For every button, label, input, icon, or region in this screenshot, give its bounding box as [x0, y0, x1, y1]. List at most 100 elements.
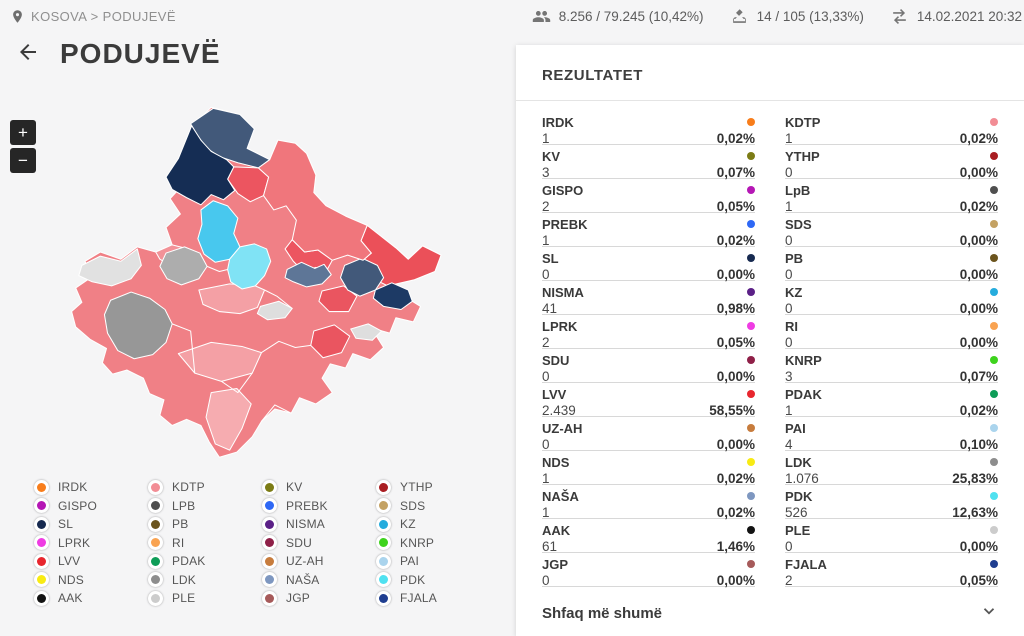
result-row[interactable]: JGP 0 0,00%: [542, 553, 755, 588]
legend-item: KDTP: [148, 478, 262, 497]
party-votes: 0: [542, 573, 550, 588]
map-region-selected-podujeve[interactable]: [257, 139, 372, 261]
party-color-dot: [379, 575, 388, 585]
party-color-dot: [747, 390, 755, 398]
party-color-dot: [990, 458, 998, 466]
party-color-dot: [151, 593, 160, 603]
legend-label: NISMA: [286, 517, 326, 532]
party-color-dot: [747, 152, 755, 160]
legend-label: PDK: [400, 572, 426, 587]
legend-label: YTHP: [400, 480, 433, 495]
result-row[interactable]: LDK 1.076 25,83%: [785, 451, 998, 486]
party-color-dot: [747, 356, 755, 364]
result-row[interactable]: NDS 1 0,02%: [542, 451, 755, 486]
result-row[interactable]: PAI 4 0,10%: [785, 417, 998, 452]
result-row[interactable]: LpB 1 0,02%: [785, 179, 998, 214]
result-row[interactable]: NAŠA 1 0,02%: [542, 485, 755, 520]
result-row[interactable]: LVV 2.439 58,55%: [542, 383, 755, 418]
results-title: REZULTATET: [542, 67, 643, 84]
back-button[interactable]: [14, 40, 42, 68]
map-region[interactable]: [318, 285, 358, 313]
party-name: SL: [542, 250, 559, 266]
result-row[interactable]: UZ-AH 0 0,00%: [542, 417, 755, 452]
legend-dot-chip: [34, 498, 49, 514]
result-row[interactable]: PREBK 1 0,02%: [542, 213, 755, 248]
party-color-dot: [37, 538, 46, 548]
party-color-dot: [990, 152, 998, 160]
result-row[interactable]: KV 3 0,07%: [542, 145, 755, 180]
legend-item: PDK: [376, 571, 490, 590]
party-color-dot: [747, 492, 755, 500]
result-row[interactable]: PLE 0 0,00%: [785, 519, 998, 554]
legend-dot-chip: [376, 590, 391, 606]
map-region[interactable]: [350, 323, 383, 341]
legend-label: SL: [58, 517, 74, 532]
map-region[interactable]: [372, 282, 413, 311]
party-color-dot: [265, 482, 274, 492]
result-row[interactable]: SDU 0 0,00%: [542, 349, 755, 384]
result-row[interactable]: FJALA 2 0,05%: [785, 553, 998, 588]
result-row[interactable]: RI 0 0,00%: [785, 315, 998, 350]
result-row[interactable]: PB 0 0,00%: [785, 247, 998, 282]
legend-item: GISPO: [34, 497, 148, 516]
party-votes: 1: [785, 199, 793, 214]
breadcrumb[interactable]: KOSOVA > PODUJEVË: [0, 9, 176, 24]
legend-dot-chip: [262, 479, 277, 495]
map-zoom-controls: + −: [10, 120, 36, 176]
party-votes: 526: [785, 505, 808, 520]
result-row[interactable]: IRDK 1 0,02%: [542, 111, 755, 146]
ballots-stat-text: 14 / 105 (13,33%): [756, 8, 864, 24]
map-region[interactable]: [227, 243, 272, 290]
legend-label: RI: [172, 535, 185, 550]
legend-item: JGP: [262, 589, 376, 608]
result-row[interactable]: SDS 0 0,00%: [785, 213, 998, 248]
show-more-button[interactable]: Shfaq më shumë: [516, 587, 1024, 636]
party-percent: 0,00%: [959, 267, 998, 282]
map-region[interactable]: [256, 300, 293, 321]
result-row[interactable]: LPRK 2 0,05%: [542, 315, 755, 350]
back-arrow-icon: [16, 40, 40, 69]
result-row[interactable]: KDTP 1 0,02%: [785, 111, 998, 146]
legend-item: KV: [262, 478, 376, 497]
party-percent: 0,05%: [716, 335, 755, 350]
party-color-dot: [990, 254, 998, 262]
legend-dot-chip: [376, 572, 391, 588]
party-votes: 1: [542, 131, 550, 146]
party-percent: 0,00%: [959, 301, 998, 316]
result-row[interactable]: PDK 526 12,63%: [785, 485, 998, 520]
map-region[interactable]: [159, 246, 208, 286]
chevron-down-icon: [980, 602, 998, 625]
legend-item: SDU: [262, 534, 376, 553]
legend-dot-chip: [148, 479, 163, 495]
map-region[interactable]: [103, 291, 173, 360]
voters-stat: 8.256 / 79.245 (10,42%): [532, 7, 704, 26]
results-panel-header: REZULTATET: [516, 45, 1024, 101]
result-row[interactable]: AAK 61 1,46%: [542, 519, 755, 554]
map-region[interactable]: [165, 125, 236, 206]
party-color-dot: [151, 556, 160, 566]
map-region[interactable]: [177, 341, 262, 382]
map-region[interactable]: [78, 248, 142, 287]
legend-item: LPB: [148, 497, 262, 516]
party-votes: 2: [542, 199, 550, 214]
sync-arrows-icon: [890, 7, 909, 26]
result-row[interactable]: NISMA 41 0,98%: [542, 281, 755, 316]
party-name: LpB: [785, 182, 811, 198]
result-row[interactable]: GISPO 2 0,05%: [542, 179, 755, 214]
legend-item: PDAK: [148, 552, 262, 571]
zoom-in-button[interactable]: +: [10, 120, 36, 145]
party-percent: 0,02%: [716, 233, 755, 248]
legend-label: KNRP: [400, 535, 435, 550]
party-name: RI: [785, 318, 798, 334]
legend-item: PAI: [376, 552, 490, 571]
zoom-out-button[interactable]: −: [10, 148, 36, 173]
result-row[interactable]: PDAK 1 0,02%: [785, 383, 998, 418]
result-row[interactable]: KNRP 3 0,07%: [785, 349, 998, 384]
map-region[interactable]: [284, 261, 332, 288]
party-color-dot: [151, 501, 160, 511]
result-row[interactable]: YTHP 0 0,00%: [785, 145, 998, 180]
result-row[interactable]: SL 0 0,00%: [542, 247, 755, 282]
result-row[interactable]: KZ 0 0,00%: [785, 281, 998, 316]
party-percent: 0,00%: [716, 573, 755, 588]
legend-column-1: IRDK GISPO SL LPRK LVV: [34, 478, 148, 608]
